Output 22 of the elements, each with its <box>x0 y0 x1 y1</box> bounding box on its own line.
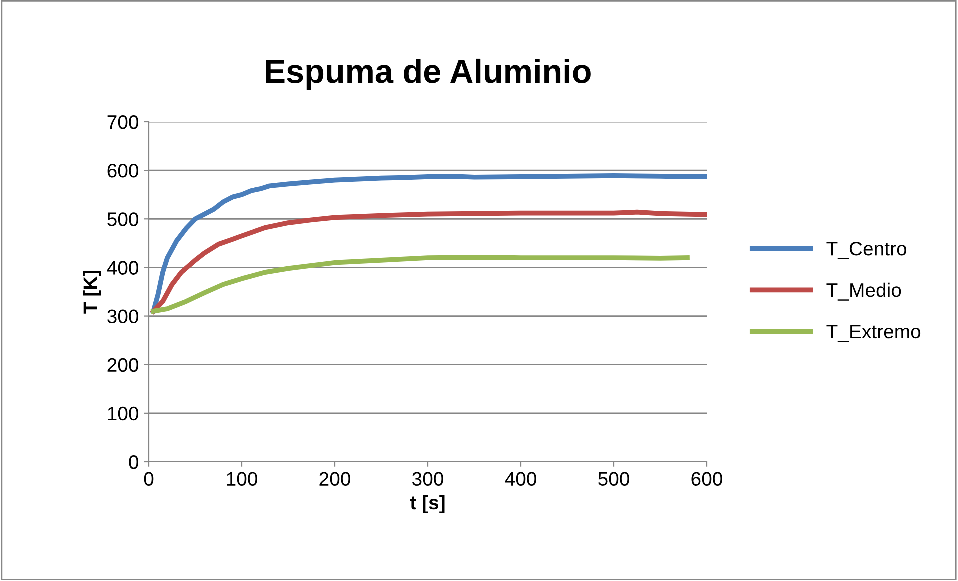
legend-label: T_Medio <box>826 282 902 301</box>
y-tick-label: 600 <box>108 164 139 178</box>
y-axis-title: T [K] <box>83 270 102 314</box>
y-tick-label: 500 <box>108 212 139 226</box>
legend-label: T_Centro <box>826 242 907 260</box>
x-tick-label: 600 <box>692 472 722 486</box>
x-tick-label: 100 <box>227 472 258 486</box>
y-tick-label: 700 <box>108 115 139 130</box>
x-tick-label: 400 <box>505 472 536 486</box>
y-tick-label: 300 <box>108 310 139 324</box>
y-tick-label: 200 <box>108 358 139 372</box>
y-tick-label: 400 <box>107 261 139 275</box>
chart-title: Espuma de Aluminio <box>266 58 591 90</box>
x-tick-label: 200 <box>320 472 350 486</box>
y-tick-label: 100 <box>108 406 139 421</box>
legend-label: T_Extremo <box>826 325 921 342</box>
x-tick-label: 300 <box>412 472 444 486</box>
line-series <box>151 255 690 314</box>
y-tick-label: 0 <box>129 455 139 470</box>
x-tick-label: 0 <box>144 472 154 486</box>
x-axis-title: t [s] <box>410 495 445 514</box>
x-tick-label: 500 <box>598 472 630 486</box>
